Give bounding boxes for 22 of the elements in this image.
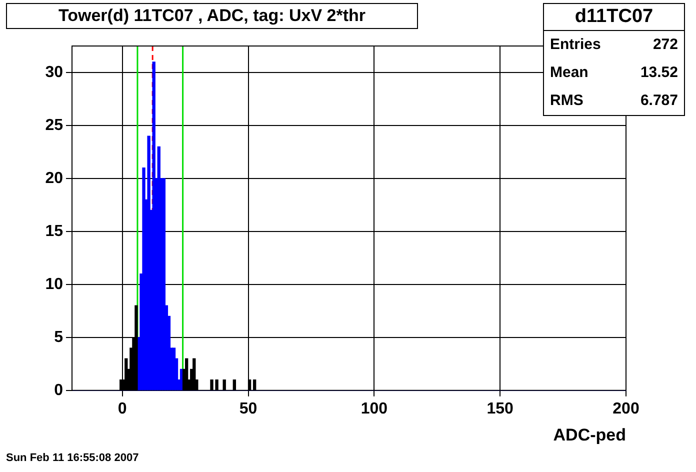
y-tick-label: 30	[45, 64, 64, 81]
annotation: Mean	[550, 63, 588, 83]
annotation: RMS	[550, 91, 584, 111]
text: Sun Feb 11 16:55:08 2007	[6, 452, 139, 464]
y-tick-label: 15	[45, 222, 64, 240]
x-tick-label: 100	[360, 400, 388, 418]
y-tick-label: 10	[45, 276, 64, 293]
text: 272	[652, 35, 678, 55]
text: 6.787	[640, 91, 678, 111]
y-tick-label: 25	[45, 116, 64, 134]
y-tick-label: 20	[45, 170, 64, 187]
text: d11TC07	[544, 4, 684, 31]
x-tick-label: 200	[612, 400, 640, 418]
annotation: Entries	[550, 35, 601, 55]
y-tick-label: 5	[54, 328, 64, 346]
x-tick-label: 50	[239, 400, 258, 418]
text: 13.52	[640, 63, 678, 83]
chart-title: Tower(d) 11TC07 , ADC, tag: UxV 2*thr	[6, 3, 418, 29]
x-axis-title: ADC-ped	[553, 425, 626, 444]
x-tick-label: 150	[486, 400, 514, 418]
x-tick-label: 0	[118, 400, 127, 418]
y-tick-label: 0	[54, 382, 64, 399]
